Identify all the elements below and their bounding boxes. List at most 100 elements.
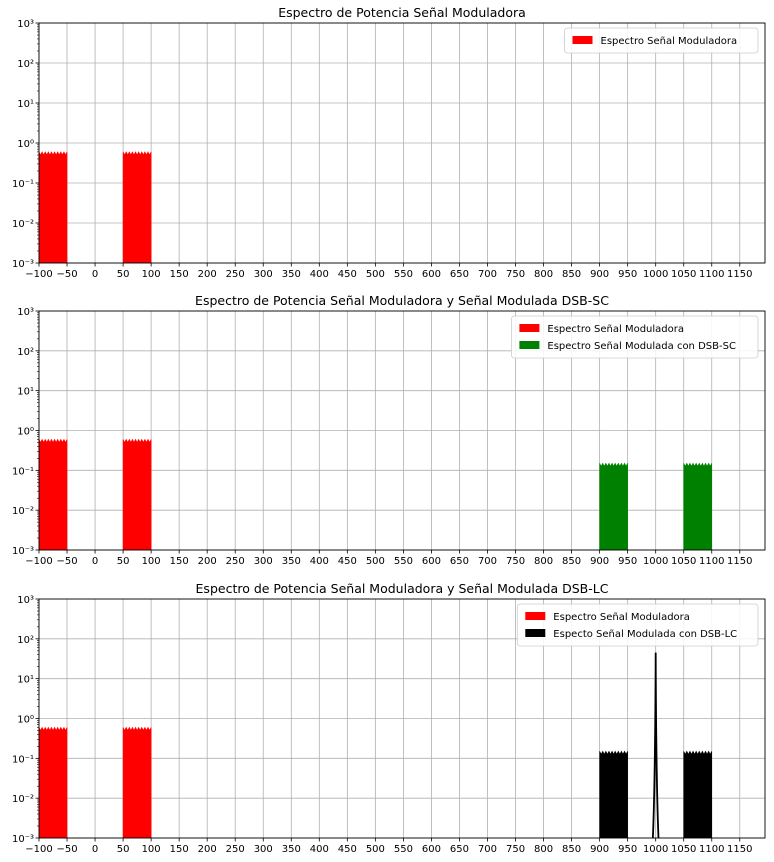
y-tick-label: 10⁻³ xyxy=(12,546,34,557)
x-tick-label: 850 xyxy=(562,269,581,280)
x-tick-label: 950 xyxy=(618,844,637,855)
x-tick-label: 250 xyxy=(226,844,245,855)
x-tick-label: 400 xyxy=(310,556,329,567)
legend-label: Espectro Señal Moduladora xyxy=(547,324,684,335)
legend-swatch xyxy=(519,324,540,332)
x-tick-label: 200 xyxy=(198,269,217,280)
x-tick-label: 1100 xyxy=(699,844,724,855)
y-tick-label: 10⁻¹ xyxy=(12,179,34,190)
y-tick-label: 10² xyxy=(17,59,34,70)
legend: Espectro Señal Moduladora Especto Señal M… xyxy=(516,603,759,647)
y-tick-label: 10² xyxy=(17,635,34,646)
chart-panel-3: Espectro de Potencia Señal Moduladora y … xyxy=(12,581,766,855)
y-tick-label: 10⁻¹ xyxy=(12,466,34,477)
y-axis: 10⁻³ 10⁻² 10⁻¹ 10⁰ 10¹ 10² 10³ xyxy=(12,307,39,557)
x-tick-label: 350 xyxy=(282,844,301,855)
legend-swatch xyxy=(519,341,540,349)
y-tick-label: 10⁻³ xyxy=(12,259,34,270)
spectrum-band xyxy=(683,750,713,838)
y-tick-label: 10⁻² xyxy=(12,506,34,517)
x-tick-label: 650 xyxy=(450,556,469,567)
series-1 xyxy=(39,438,152,550)
x-tick-label: 450 xyxy=(338,556,357,567)
x-axis: −100 −50 0 50 100 150 200 250 300 350 400 450 500 550… xyxy=(25,838,752,855)
x-tick-label: 850 xyxy=(562,556,581,567)
x-tick-label: 700 xyxy=(478,556,497,567)
spectrum-band xyxy=(122,438,152,550)
spectrum-band xyxy=(39,438,68,550)
x-tick-label: −50 xyxy=(56,844,77,855)
legend-frame xyxy=(516,603,759,647)
x-tick-label: 300 xyxy=(254,269,273,280)
y-tick-label: 10¹ xyxy=(17,675,34,686)
x-tick-label: 750 xyxy=(506,844,525,855)
carrier-peak xyxy=(651,652,660,838)
chart-title: Espectro de Potencia Señal Moduladora y … xyxy=(196,581,609,596)
x-tick-label: 800 xyxy=(534,269,553,280)
x-tick-label: 750 xyxy=(506,269,525,280)
y-tick-label: 10³ xyxy=(17,19,34,30)
x-tick-label: 650 xyxy=(450,269,469,280)
chart-title: Espectro de Potencia Señal Moduladora xyxy=(278,5,526,20)
x-tick-label: 900 xyxy=(590,556,609,567)
y-tick-label: 10⁻¹ xyxy=(12,754,34,765)
x-tick-label: 500 xyxy=(366,844,385,855)
y-tick-label: 10⁰ xyxy=(17,427,34,438)
legend-label: Espectro Señal Moduladora xyxy=(601,36,738,47)
x-tick-label: 550 xyxy=(394,556,413,567)
x-tick-label: 50 xyxy=(117,844,130,855)
legend: Espectro Señal Moduladora Espectro Señal … xyxy=(510,315,759,359)
x-tick-label: 50 xyxy=(117,269,130,280)
y-tick-label: 10⁻² xyxy=(12,219,34,230)
y-tick-label: 10³ xyxy=(17,595,34,606)
spectrum-band xyxy=(122,151,152,263)
x-tick-label: 100 xyxy=(142,556,161,567)
x-axis: −100 −50 0 50 100 150 200 250 300 350 400 450 500 550… xyxy=(25,550,752,567)
x-axis: −100 −50 0 50 100 150 200 250 300 350 400 450 500 550… xyxy=(25,263,752,280)
chart-title: Espectro de Potencia Señal Moduladora y … xyxy=(195,293,609,308)
x-tick-label: 900 xyxy=(590,844,609,855)
x-tick-label: 800 xyxy=(534,556,553,567)
x-tick-label: 550 xyxy=(394,844,413,855)
x-tick-label: 150 xyxy=(170,844,189,855)
x-tick-label: −100 xyxy=(25,844,52,855)
x-tick-label: −50 xyxy=(56,556,77,567)
legend-swatch xyxy=(572,36,593,44)
spectrum-band xyxy=(122,726,152,838)
x-tick-label: 150 xyxy=(170,269,189,280)
x-tick-label: 1000 xyxy=(643,556,668,567)
series-2 xyxy=(599,652,713,838)
chart-panel-2: Espectro de Potencia Señal Moduladora y … xyxy=(12,293,766,567)
x-tick-label: 250 xyxy=(226,556,245,567)
x-tick-label: 550 xyxy=(394,269,413,280)
series-1 xyxy=(39,151,152,263)
x-tick-label: 1100 xyxy=(699,556,724,567)
x-tick-label: 450 xyxy=(338,269,357,280)
x-tick-label: 400 xyxy=(310,844,329,855)
x-tick-label: 100 xyxy=(142,269,161,280)
legend-swatch xyxy=(525,629,546,637)
x-tick-label: 1050 xyxy=(671,844,696,855)
legend: Espectro Señal Moduladora xyxy=(564,27,759,54)
y-tick-label: 10¹ xyxy=(17,387,34,398)
legend-swatch xyxy=(525,612,546,620)
x-tick-label: 1150 xyxy=(727,844,752,855)
x-tick-label: 1000 xyxy=(643,269,668,280)
series-1 xyxy=(39,726,152,838)
x-tick-label: 50 xyxy=(117,556,130,567)
x-tick-label: 650 xyxy=(450,844,469,855)
x-tick-label: 950 xyxy=(618,556,637,567)
x-tick-label: 800 xyxy=(534,844,553,855)
legend-label: Especto Señal Modulada con DSB-LC xyxy=(553,629,737,640)
x-tick-label: 600 xyxy=(422,556,441,567)
x-tick-label: 1050 xyxy=(671,556,696,567)
x-tick-label: 600 xyxy=(422,844,441,855)
x-tick-label: 400 xyxy=(310,269,329,280)
x-tick-label: 200 xyxy=(198,844,217,855)
y-axis: 10⁻³ 10⁻² 10⁻¹ 10⁰ 10¹ 10² 10³ xyxy=(12,19,39,270)
y-tick-label: 10⁰ xyxy=(17,715,34,726)
x-tick-label: 1100 xyxy=(699,269,724,280)
spectrum-band xyxy=(599,750,628,838)
y-tick-label: 10² xyxy=(17,347,34,358)
